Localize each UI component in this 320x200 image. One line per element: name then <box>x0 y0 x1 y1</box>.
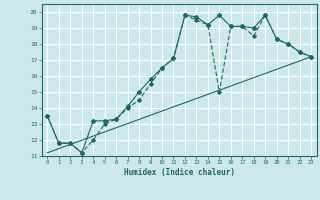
X-axis label: Humidex (Indice chaleur): Humidex (Indice chaleur) <box>124 168 235 177</box>
